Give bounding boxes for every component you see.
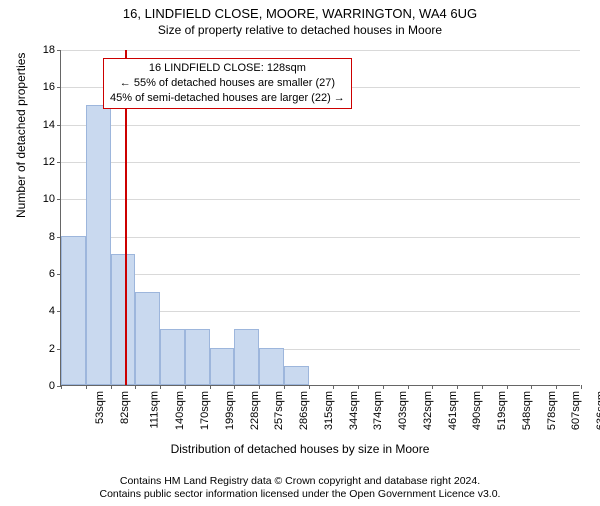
xtick-mark — [581, 385, 582, 389]
xtick-mark — [507, 385, 508, 389]
histogram-bar — [234, 329, 259, 385]
ytick-label: 6 — [49, 268, 55, 280]
xtick-mark — [135, 385, 136, 389]
xtick-label: 53sqm — [94, 391, 106, 424]
xtick-label: 403sqm — [397, 391, 409, 430]
ytick-mark — [57, 162, 61, 163]
xtick-mark — [432, 385, 433, 389]
plot-region: 02468101214161853sqm82sqm111sqm140sqm170… — [60, 50, 580, 386]
xtick-label: 315sqm — [323, 391, 335, 430]
ytick-label: 18 — [43, 44, 55, 56]
xtick-mark — [210, 385, 211, 389]
xtick-mark — [408, 385, 409, 389]
xtick-mark — [457, 385, 458, 389]
xtick-label: 374sqm — [373, 391, 385, 430]
xtick-label: 140sqm — [174, 391, 186, 430]
ytick-mark — [57, 125, 61, 126]
xtick-mark — [482, 385, 483, 389]
footer-attribution: Contains HM Land Registry data © Crown c… — [0, 475, 600, 502]
histogram-bar — [284, 366, 309, 385]
histogram-bar — [111, 254, 136, 385]
annotation-line: ← 55% of detached houses are smaller (27… — [110, 76, 345, 91]
footer-line-1: Contains HM Land Registry data © Crown c… — [0, 475, 600, 489]
ytick-label: 8 — [49, 231, 55, 243]
x-axis-label: Distribution of detached houses by size … — [0, 442, 600, 456]
xtick-label: 228sqm — [249, 391, 261, 430]
histogram-bar — [135, 292, 160, 385]
ytick-label: 4 — [49, 305, 55, 317]
xtick-mark — [556, 385, 557, 389]
ytick-label: 14 — [43, 119, 55, 131]
xtick-label: 344sqm — [348, 391, 360, 430]
xtick-mark — [284, 385, 285, 389]
xtick-mark — [86, 385, 87, 389]
histogram-bar — [160, 329, 185, 385]
xtick-mark — [259, 385, 260, 389]
xtick-label: 519sqm — [496, 391, 508, 430]
xtick-label: 490sqm — [472, 391, 484, 430]
annotation-line: 45% of semi-detached houses are larger (… — [110, 91, 345, 106]
xtick-mark — [358, 385, 359, 389]
ytick-mark — [57, 50, 61, 51]
xtick-mark — [309, 385, 310, 389]
xtick-label: 461sqm — [447, 391, 459, 430]
xtick-label: 199sqm — [224, 391, 236, 430]
ytick-label: 0 — [49, 380, 55, 392]
histogram-bar — [61, 236, 86, 385]
xtick-mark — [185, 385, 186, 389]
histogram-bar — [210, 348, 235, 385]
annotation-box: 16 LINDFIELD CLOSE: 128sqm← 55% of detac… — [103, 58, 352, 109]
xtick-label: 111sqm — [148, 391, 160, 429]
ytick-label: 12 — [43, 156, 55, 168]
xtick-mark — [160, 385, 161, 389]
xtick-label: 578sqm — [546, 391, 558, 430]
xtick-label: 286sqm — [298, 391, 310, 430]
xtick-mark — [234, 385, 235, 389]
y-axis-label: Number of detached properties — [14, 53, 28, 218]
grid-line — [61, 50, 580, 51]
xtick-label: 170sqm — [199, 391, 211, 430]
xtick-label: 257sqm — [273, 391, 285, 430]
xtick-label: 548sqm — [521, 391, 533, 430]
ytick-label: 10 — [43, 193, 55, 205]
grid-line — [61, 274, 580, 275]
chart-title: 16, LINDFIELD CLOSE, MOORE, WARRINGTON, … — [0, 6, 600, 21]
histogram-bar — [86, 105, 111, 385]
histogram-bar — [185, 329, 210, 385]
ytick-label: 16 — [43, 81, 55, 93]
ytick-label: 2 — [49, 343, 55, 355]
xtick-mark — [383, 385, 384, 389]
xtick-label: 82sqm — [119, 391, 131, 424]
xtick-label: 432sqm — [422, 391, 434, 430]
xtick-mark — [61, 385, 62, 389]
ytick-mark — [57, 199, 61, 200]
grid-line — [61, 162, 580, 163]
chart-subtitle: Size of property relative to detached ho… — [0, 23, 600, 37]
xtick-mark — [333, 385, 334, 389]
annotation-line: 16 LINDFIELD CLOSE: 128sqm — [110, 61, 345, 76]
xtick-mark — [531, 385, 532, 389]
grid-line — [61, 237, 580, 238]
grid-line — [61, 199, 580, 200]
chart-plot-area: 02468101214161853sqm82sqm111sqm140sqm170… — [60, 50, 580, 386]
grid-line — [61, 125, 580, 126]
xtick-label: 607sqm — [571, 391, 583, 430]
xtick-label: 636sqm — [595, 391, 600, 430]
xtick-mark — [111, 385, 112, 389]
histogram-bar — [259, 348, 284, 385]
ytick-mark — [57, 87, 61, 88]
